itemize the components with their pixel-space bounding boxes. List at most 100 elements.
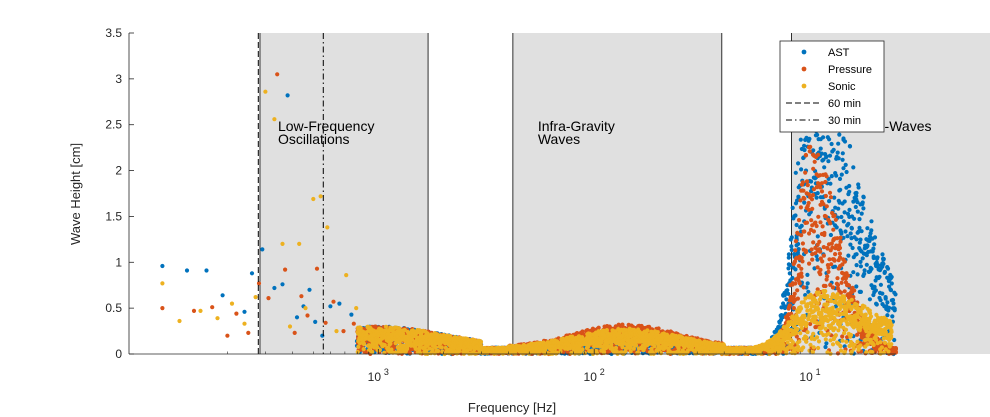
point-ast-c2040 xyxy=(821,135,826,140)
point-ast-c2222 xyxy=(861,206,866,211)
point-pressure-c2224 xyxy=(852,288,857,293)
point-ast-c2247 xyxy=(867,238,872,244)
point-ast-c2078 xyxy=(829,174,834,179)
point-ast-c2227 xyxy=(862,268,867,273)
point-pressure-c1991 xyxy=(800,241,806,246)
point-sonic-5 xyxy=(242,321,247,326)
point-ast-c2225 xyxy=(862,271,867,276)
point-ast-c1881 xyxy=(785,288,790,293)
point-ast-c2354 xyxy=(892,337,897,343)
point-pressure-c2039 xyxy=(811,229,817,234)
point-ast-c2075 xyxy=(828,181,833,186)
point-sonic-18 xyxy=(354,306,359,311)
point-sonic-c7 xyxy=(356,344,361,349)
point-pressure-c243 xyxy=(407,351,413,356)
point-ast-13 xyxy=(313,319,318,324)
point-ast-c2223 xyxy=(861,195,866,200)
point-ast-16 xyxy=(337,301,342,306)
point-ast-c2042 xyxy=(821,157,826,162)
point-pressure-0 xyxy=(160,306,165,311)
point-ast-c2357 xyxy=(893,292,898,297)
point-ast-c2098 xyxy=(834,173,839,178)
point-pressure-c2129 xyxy=(830,285,836,290)
point-ast-c2126 xyxy=(840,151,845,156)
point-pressure-17 xyxy=(351,321,356,326)
point-ast-c2269 xyxy=(872,242,877,247)
point-pressure-c2098 xyxy=(823,179,828,185)
point-ast-c2332 xyxy=(887,305,892,310)
point-sonic-11 xyxy=(297,241,302,246)
point-ast-c2208 xyxy=(858,237,863,242)
point-pressure-4 xyxy=(234,311,239,316)
point-ast-c1977 xyxy=(805,281,810,286)
point-sonic-c1 xyxy=(355,349,360,355)
point-ast-c2150 xyxy=(846,253,851,258)
point-ast-c2108 xyxy=(836,156,841,161)
point-ast-c2250 xyxy=(867,297,873,302)
point-sonic-9 xyxy=(280,241,285,246)
point-ast-5 xyxy=(249,271,255,276)
point-ast-c2205 xyxy=(857,225,862,230)
point-ast-c2131 xyxy=(841,235,846,240)
point-ast-c2296 xyxy=(878,282,884,287)
point-ast-c2295 xyxy=(878,298,883,303)
point-ast-c1883 xyxy=(786,291,791,296)
point-sonic-2 xyxy=(198,308,203,313)
point-pressure-c1987 xyxy=(799,255,804,260)
point-ast-c1929 xyxy=(796,161,801,166)
point-sonic-3 xyxy=(215,316,220,321)
point-ast-c2346 xyxy=(890,314,895,319)
point-ast-c2239 xyxy=(865,243,870,248)
point-ast-c1975 xyxy=(805,272,810,277)
point-ast-c1917 xyxy=(793,267,798,272)
point-ast-c1935 xyxy=(796,247,801,252)
point-ast-c2350 xyxy=(891,301,896,306)
point-ast-c2303 xyxy=(880,291,885,296)
point-pressure-c2122 xyxy=(828,195,834,200)
point-pressure-c2012 xyxy=(804,220,810,225)
point-pressure-c2160 xyxy=(837,251,843,256)
point-pressure-c2072 xyxy=(818,220,823,225)
point-ast-c1916 xyxy=(793,213,798,218)
point-pressure-c2108 xyxy=(825,274,830,279)
point-sonic-8 xyxy=(272,117,277,122)
point-pressure-c2137 xyxy=(832,213,837,218)
point-pressure-c2035 xyxy=(810,193,816,198)
point-ast-c2107 xyxy=(836,206,841,211)
point-ast-c2057 xyxy=(824,341,829,346)
point-pressure-c2152 xyxy=(835,282,841,288)
point-ast-c2217 xyxy=(860,256,865,261)
point-pressure-c2036 xyxy=(811,166,816,171)
point-pressure-c1933 xyxy=(787,303,792,308)
point-pressure-c1981 xyxy=(798,205,804,210)
point-ast-c2140 xyxy=(843,229,848,234)
point-pressure-c2168 xyxy=(839,280,844,285)
point-ast-c2195 xyxy=(855,209,860,214)
point-pressure-c1998 xyxy=(802,196,807,201)
point-ast-10 xyxy=(294,315,300,320)
point-ast-c2152 xyxy=(847,183,852,189)
point-pressure-c2123 xyxy=(829,262,834,267)
point-ast-c2189 xyxy=(854,237,859,242)
point-ast-c1886 xyxy=(786,266,791,271)
point-pressure-c2079 xyxy=(819,189,825,194)
point-ast-c2142 xyxy=(843,162,848,167)
point-pressure-c2019 xyxy=(807,231,812,236)
point-pressure-c1955 xyxy=(793,281,798,286)
point-ast-c2193 xyxy=(854,263,859,268)
point-ast-c2124 xyxy=(840,157,845,162)
point-ast-c2326 xyxy=(885,300,890,305)
point-ast-c2212 xyxy=(858,289,864,294)
point-pressure-c2101 xyxy=(824,204,829,209)
point-ast-c1933 xyxy=(796,194,801,199)
point-sonic-13 xyxy=(311,196,316,202)
point-ast-c2286 xyxy=(876,263,881,268)
point-ast-c2154 xyxy=(847,207,852,212)
point-ast-c2275 xyxy=(873,278,878,283)
point-ast-7 xyxy=(272,285,277,291)
point-ast-c2012 xyxy=(814,195,819,200)
point-ast-c1958 xyxy=(802,200,807,205)
point-ast-c2123 xyxy=(839,172,844,177)
point-pressure-c2042 xyxy=(812,159,817,164)
point-ast-c1901 xyxy=(789,247,794,253)
